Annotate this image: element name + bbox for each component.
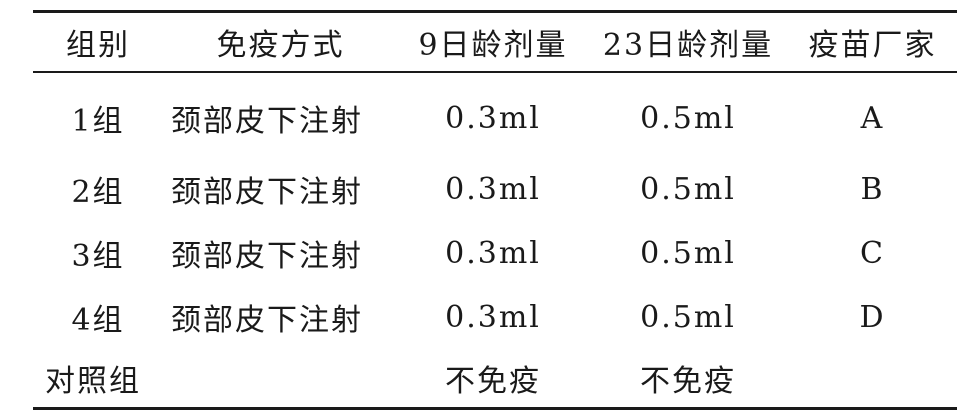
cell-dose-day23: 0.5ml bbox=[640, 299, 736, 335]
cell-dose-day23: 0.5ml bbox=[640, 235, 736, 271]
table-row: 1组 颈部皮下注射 0.3ml 0.5ml A bbox=[33, 72, 957, 157]
vaccination-table: 组别 免疫方式 9日龄剂量 23日龄剂量 疫苗厂家 1组 颈部皮下注射 0.3m… bbox=[33, 10, 957, 410]
cell-method: 颈部皮下注射 bbox=[171, 175, 363, 210]
header-row: 组别 免疫方式 9日龄剂量 23日龄剂量 疫苗厂家 bbox=[33, 11, 957, 72]
cell-manufacturer: A bbox=[860, 100, 885, 136]
cell-group: 对照组 bbox=[45, 364, 141, 399]
cell-method: 颈部皮下注射 bbox=[171, 239, 363, 274]
cell-method: 颈部皮下注射 bbox=[171, 303, 363, 338]
cell-group: 2组 bbox=[71, 175, 125, 210]
cell-dose-day9: 0.3ml bbox=[445, 171, 541, 207]
table-row: 4组 颈部皮下注射 0.3ml 0.5ml D bbox=[33, 285, 957, 349]
cell-method: 颈部皮下注射 bbox=[171, 104, 363, 139]
table-row: 对照组 不免疫 不免疫 bbox=[33, 349, 957, 409]
cell-dose-day9: 0.3ml bbox=[445, 299, 541, 335]
table-row: 3组 颈部皮下注射 0.3ml 0.5ml C bbox=[33, 221, 957, 285]
cell-group: 4组 bbox=[71, 303, 125, 338]
cell-manufacturer: D bbox=[859, 299, 886, 335]
cell-dose-day9: 0.3ml bbox=[445, 100, 541, 136]
cell-dose-day9: 0.3ml bbox=[445, 235, 541, 271]
cell-dose-day23: 0.5ml bbox=[640, 171, 736, 207]
cell-manufacturer bbox=[788, 349, 957, 409]
cell-group: 1组 bbox=[71, 104, 125, 139]
table-row: 2组 颈部皮下注射 0.3ml 0.5ml B bbox=[33, 157, 957, 221]
cell-dose-day23: 不免疫 bbox=[640, 364, 736, 399]
cell-manufacturer: C bbox=[860, 235, 885, 271]
cell-group: 3组 bbox=[71, 239, 125, 274]
cell-method bbox=[163, 349, 398, 409]
header-manufacturer: 疫苗厂家 bbox=[808, 28, 937, 63]
header-group: 组别 bbox=[66, 28, 130, 63]
cell-dose-day23: 0.5ml bbox=[640, 100, 736, 136]
data-table-container: 组别 免疫方式 9日龄剂量 23日龄剂量 疫苗厂家 1组 颈部皮下注射 0.3m… bbox=[33, 10, 957, 410]
header-dose-day9: 9日龄剂量 bbox=[418, 28, 568, 63]
header-method: 免疫方式 bbox=[216, 28, 345, 63]
cell-dose-day9: 不免疫 bbox=[445, 364, 541, 399]
cell-manufacturer: B bbox=[860, 171, 885, 207]
header-dose-day23: 23日龄剂量 bbox=[602, 28, 774, 63]
